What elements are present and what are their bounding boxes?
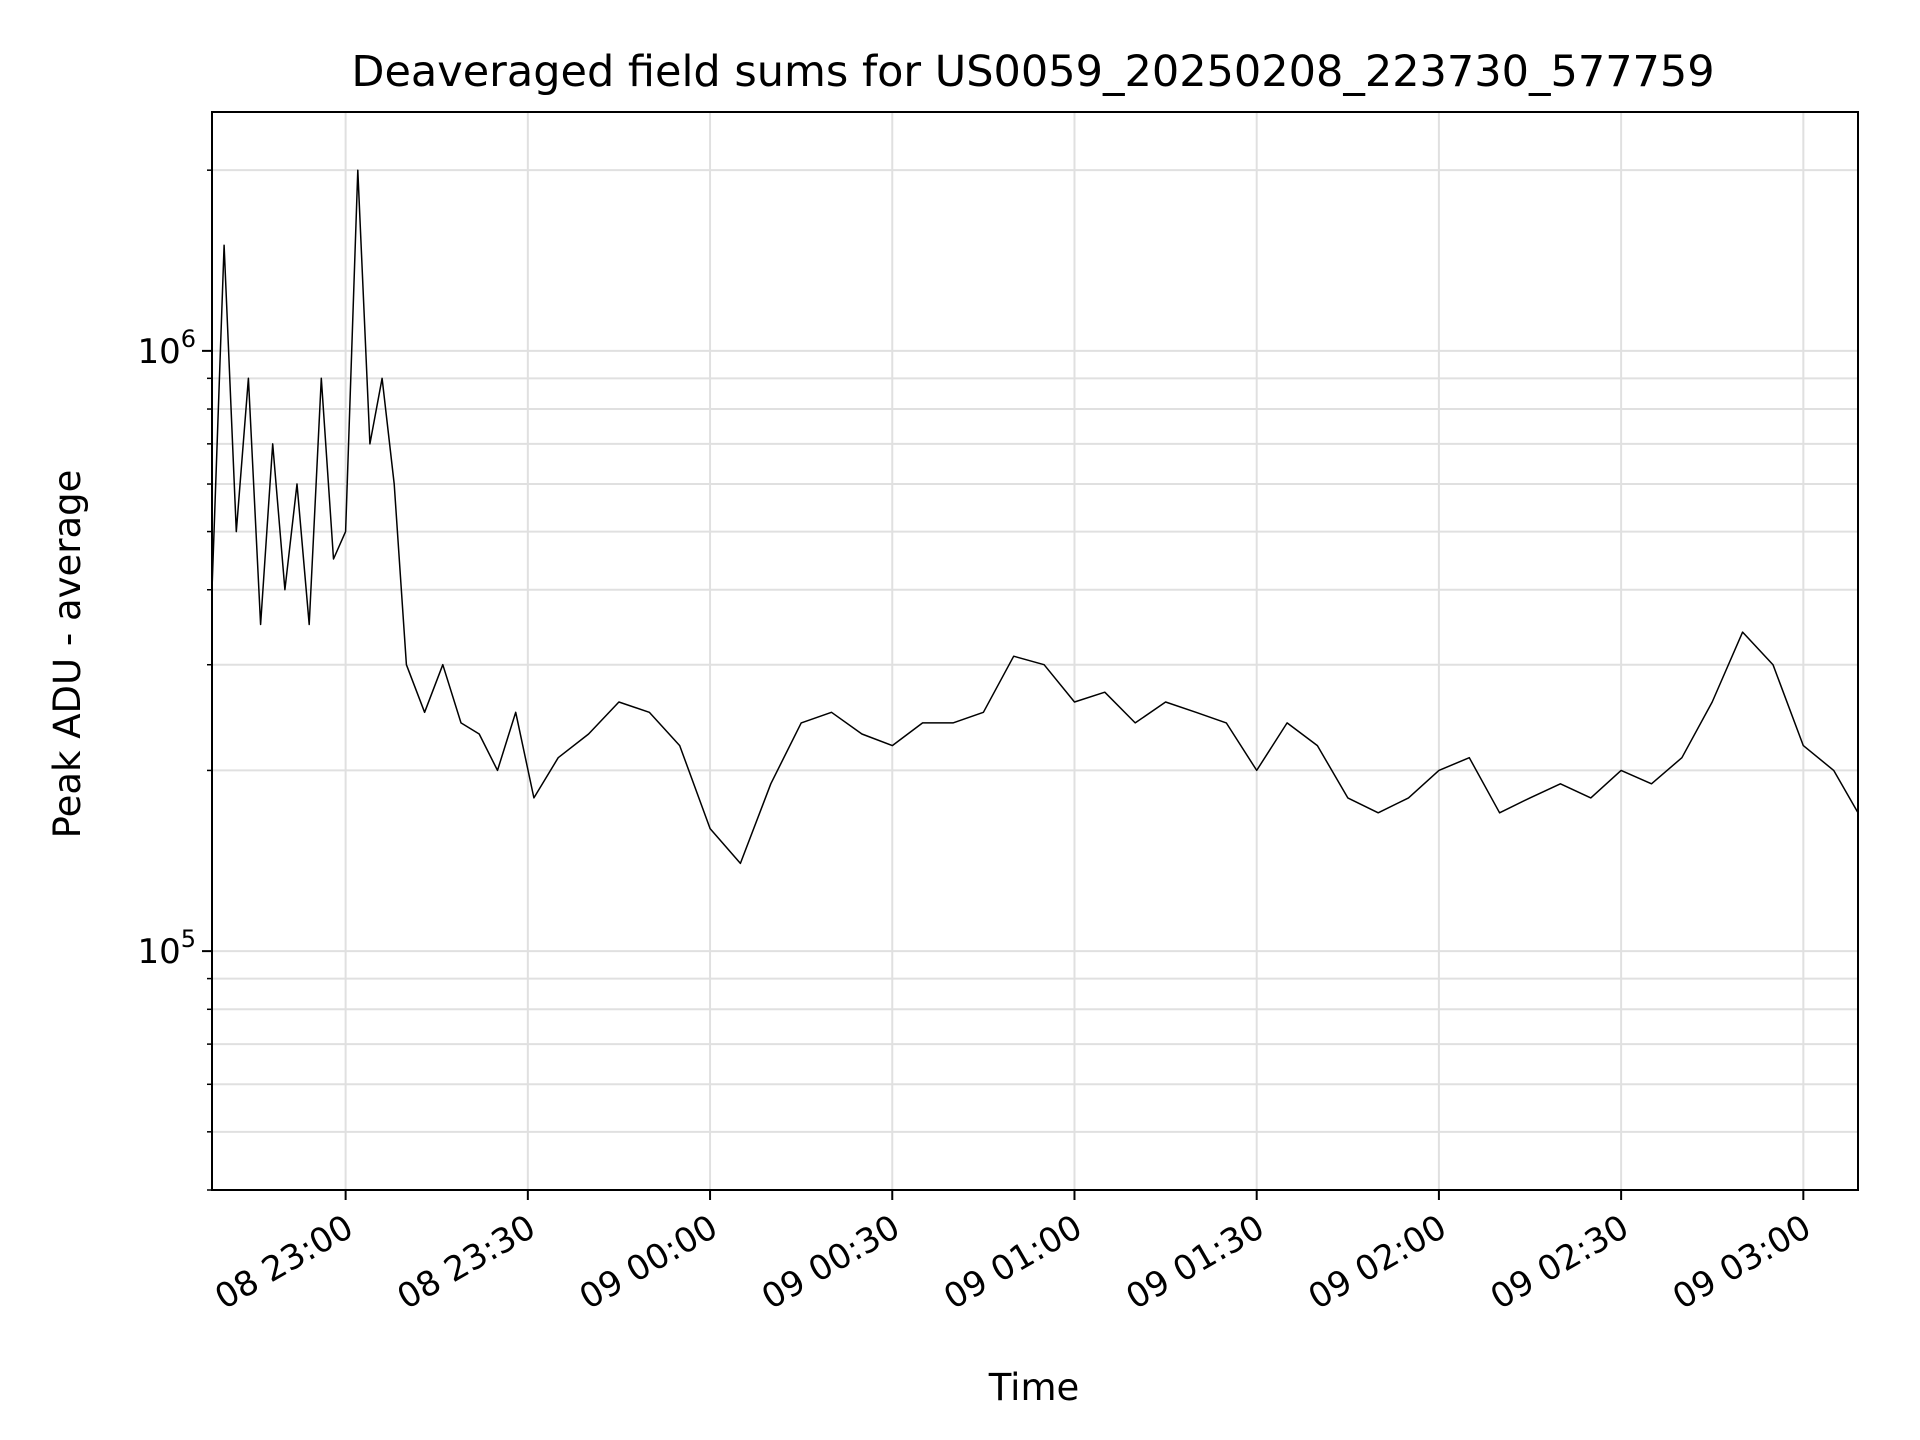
x-tick-label: 09 01:00	[937, 1207, 1089, 1318]
x-axis-label: Time	[988, 1366, 1080, 1409]
y-tick-base: 10	[137, 332, 180, 372]
x-tick-label: 08 23:30	[391, 1207, 543, 1318]
x-tick-label: 09 00:00	[573, 1207, 725, 1318]
y-tick-exponent: 5	[181, 925, 196, 953]
plot-frame	[211, 111, 1859, 1191]
x-tick-label: 09 01:30	[1120, 1207, 1272, 1318]
y-axis-label: Peak ADU - average	[46, 470, 89, 839]
y-tick-exponent: 6	[181, 325, 196, 353]
x-tick-label: 09 03:00	[1666, 1207, 1818, 1318]
y-tick-label: 106	[137, 325, 196, 372]
chart-title: Deaveraged field sums for US0059_2025020…	[351, 47, 1714, 97]
x-tick-label: 09 02:00	[1302, 1207, 1454, 1318]
x-tick-label: 08 23:00	[208, 1207, 360, 1318]
y-tick-base: 10	[137, 932, 180, 972]
x-tick-label: 09 00:30	[755, 1207, 907, 1318]
grid-lines	[212, 112, 1858, 1191]
x-axis-ticks: 08 23:00 08 23:30 09 00:00 09 00:30 09 01:00…	[208, 1190, 1818, 1318]
x-tick-label: 09 02:30	[1484, 1207, 1636, 1318]
series-line-group	[211, 169, 1859, 865]
series-line	[211, 169, 1859, 865]
y-tick-label: 105	[137, 925, 196, 972]
